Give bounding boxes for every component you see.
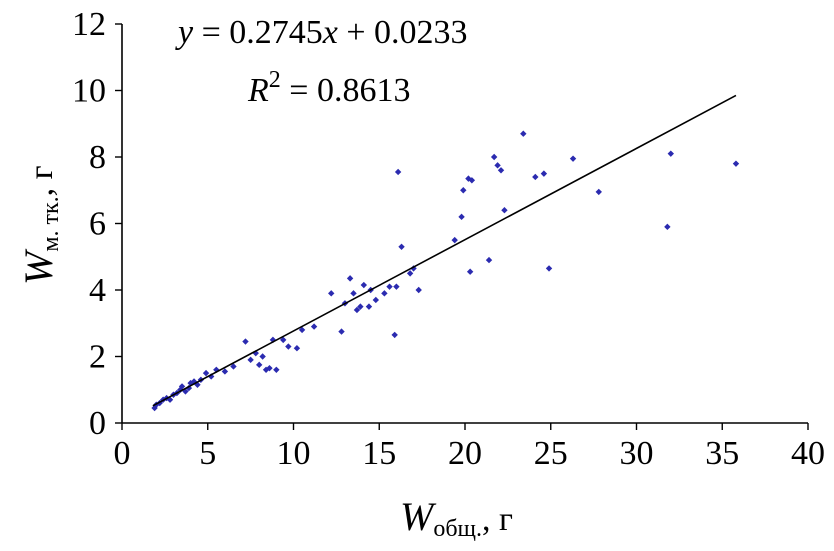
data-point: [466, 268, 474, 275]
data-point: [501, 207, 508, 214]
data-point: [357, 303, 364, 310]
data-point: [350, 290, 357, 297]
data-point: [221, 368, 229, 375]
data-point: [485, 256, 493, 264]
data-point: [394, 168, 402, 176]
data-point: [532, 173, 539, 181]
data-point: [667, 150, 674, 157]
data-point: [406, 270, 414, 277]
data-point: [490, 153, 498, 161]
data-point: [310, 323, 318, 330]
x-tick-label: 0: [114, 435, 131, 472]
y-tick-label: 6: [89, 206, 106, 243]
data-point: [381, 290, 388, 297]
data-point: [398, 243, 405, 250]
data-point: [451, 236, 458, 244]
data-point: [497, 167, 505, 174]
y-tick-label: 12: [72, 6, 106, 43]
data-point: [266, 364, 273, 372]
data-point: [664, 223, 671, 231]
y-axis-ticks: 0 2 4 6 8 10 12: [72, 6, 122, 442]
data-point: [328, 290, 335, 297]
data-point: [540, 170, 548, 177]
data-point: [360, 281, 368, 289]
data-point: [494, 162, 501, 169]
data-point: [365, 303, 373, 310]
data-point: [458, 213, 465, 221]
x-tick-label: 15: [362, 435, 396, 472]
x-tick-label: 10: [277, 435, 311, 472]
data-point: [393, 283, 400, 290]
y-tick-label: 2: [89, 339, 106, 376]
data-point: [386, 283, 393, 290]
data-point: [190, 378, 198, 385]
data-point: [391, 331, 398, 339]
y-tick-label: 4: [89, 272, 106, 309]
x-tick-label: 30: [620, 435, 654, 472]
data-point: [280, 336, 287, 344]
y-tick-label: 0: [89, 405, 106, 442]
data-point: [732, 160, 740, 167]
data-point: [230, 363, 237, 370]
data-point: [569, 155, 577, 162]
data-point: [256, 361, 263, 369]
data-point: [293, 344, 301, 352]
data-point: [520, 130, 527, 137]
data-point: [372, 296, 380, 304]
data-point: [247, 356, 254, 364]
x-tick-label: 5: [199, 435, 216, 472]
y-tick-label: 10: [72, 73, 106, 110]
trendline-equation: y = 0.2745x + 0.0233: [175, 14, 468, 51]
data-point: [346, 275, 354, 282]
data-point: [545, 265, 553, 272]
y-tick-label: 8: [89, 139, 106, 176]
data-point: [353, 306, 361, 314]
data-point: [285, 343, 292, 350]
data-point: [259, 353, 266, 360]
r-squared-label: R2 = 0.8613: [247, 67, 410, 109]
data-point: [177, 386, 184, 393]
data-point: [595, 188, 602, 196]
x-tick-label: 35: [705, 435, 739, 472]
data-point: [460, 187, 467, 194]
data-points: [151, 130, 740, 412]
data-point: [415, 286, 422, 294]
axes: [121, 24, 808, 424]
data-point: [468, 177, 476, 184]
y-axis-title: Wм. тк., г: [16, 165, 64, 285]
data-point: [242, 338, 249, 345]
x-tick-label: 40: [791, 435, 825, 472]
data-point: [298, 326, 306, 334]
x-axis-title: Wобщ., г: [400, 494, 513, 542]
x-tick-label: 20: [448, 435, 482, 472]
data-point: [338, 328, 345, 335]
x-tick-label: 25: [534, 435, 568, 472]
data-point: [178, 383, 186, 390]
data-point: [202, 369, 210, 377]
trendline: [152, 94, 737, 407]
x-axis-ticks: 0 5 10 15 20 25 30 35 40: [114, 423, 825, 472]
data-point: [273, 366, 280, 373]
